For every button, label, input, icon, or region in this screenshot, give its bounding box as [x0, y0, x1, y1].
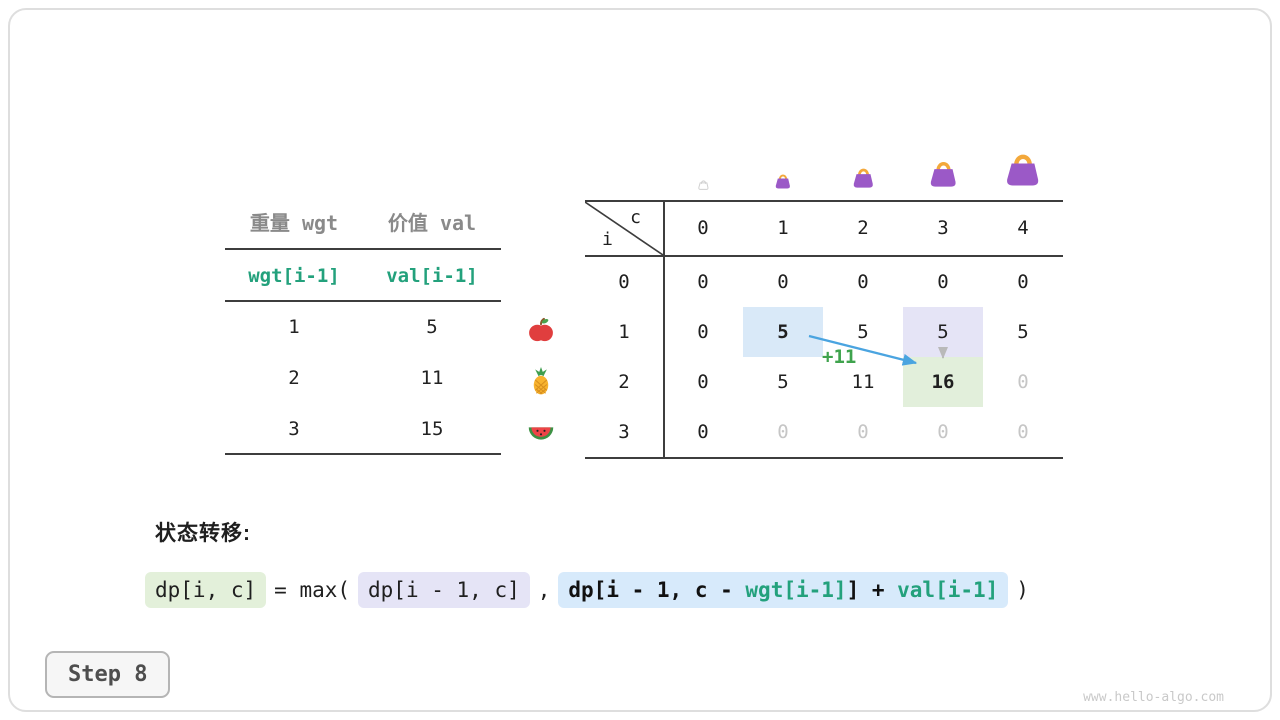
formula-equals: = max( [274, 578, 351, 602]
dp-cell-result-highlight: 16 [903, 357, 983, 407]
formula-take-wgt: wgt[i-1] [745, 578, 847, 602]
item-value: 15 [420, 418, 444, 440]
dp-row-label: 0 [618, 271, 630, 293]
items-header-weight: 重量 wgt [249, 211, 339, 235]
main-card: 重量 wgt 价值 val wgt[i-1] val[i-1] 1 5 2 11… [8, 8, 1272, 712]
dp-row-0: 0 0 0 0 0 0 [585, 257, 1063, 307]
dp-cell: 0 [937, 421, 949, 443]
items-row-2: 2 11 [225, 353, 501, 404]
items-row-1: 1 5 [225, 302, 501, 353]
corner-row-var: i [602, 229, 613, 250]
items-table: 重量 wgt 价值 val wgt[i-1] val[i-1] 1 5 2 11… [225, 196, 501, 455]
dp-cell: 5 [857, 321, 869, 343]
dp-cell: 5 [1017, 321, 1029, 343]
dp-cell: 0 [937, 271, 949, 293]
dp-col-header-0: 0 [697, 217, 709, 239]
item-value: 11 [420, 367, 444, 389]
dp-cell: 11 [851, 371, 875, 393]
bag-icon-capacity-1 [775, 174, 790, 189]
dp-row-3: 3 0 0 0 0 0 [585, 407, 1063, 457]
formula-take-mid: ] + [846, 578, 898, 602]
formula-take-prefix: dp[i - 1, c - [568, 578, 746, 602]
dp-row-label: 1 [618, 321, 630, 343]
dp-cell-above-highlight: 5 [903, 307, 983, 357]
dp-header-row: c i 0 1 2 3 4 [585, 202, 1063, 257]
dp-cell: 0 [1017, 421, 1029, 443]
dp-row-label: 3 [618, 421, 630, 443]
watermark: www.hello-algo.com [1083, 690, 1224, 705]
dp-cell: 0 [777, 271, 789, 293]
dp-cell: 0 [697, 421, 709, 443]
apple-icon [529, 317, 553, 342]
dp-corner-cell: c i [585, 202, 663, 255]
dp-cell: 0 [697, 271, 709, 293]
dp-cell: 0 [697, 321, 709, 343]
formula-option-take: dp[i - 1, c - wgt[i-1]] + val[i-1] [558, 572, 1009, 608]
bag-icon-capacity-0 [698, 180, 709, 190]
bag-icon-capacity-4 [1007, 154, 1039, 186]
dp-cell: 0 [857, 271, 869, 293]
dp-col-header-1: 1 [777, 217, 789, 239]
watermelon-icon [528, 427, 554, 440]
item-weight: 2 [288, 367, 300, 389]
dp-cell: 5 [777, 371, 789, 393]
bag-icon-capacity-3 [930, 162, 956, 187]
formula-lhs: dp[i, c] [145, 572, 267, 608]
formula-comma: , [537, 578, 551, 602]
dp-row-label: 2 [618, 371, 630, 393]
step-badge: Step 8 [45, 651, 171, 698]
item-value: 5 [426, 316, 438, 338]
items-table-header: 重量 wgt 价值 val [225, 196, 501, 250]
item-weight: 1 [288, 316, 300, 338]
corner-diagonal-line [585, 202, 663, 255]
bag-icon-capacity-2 [853, 168, 873, 188]
dp-row-2: 2 0 5 11 16 0 [585, 357, 1063, 407]
dp-cell: 0 [1017, 271, 1029, 293]
formula-close-paren: ) [1016, 578, 1029, 602]
dp-cell: 0 [1017, 371, 1029, 393]
dp-col-header-2: 2 [857, 217, 869, 239]
item-weight: 3 [288, 418, 300, 440]
dp-col-header-4: 4 [1017, 217, 1029, 239]
pineapple-icon [533, 367, 549, 395]
dp-col-header-3: 3 [937, 217, 949, 239]
transition-heading: 状态转移: [155, 522, 251, 545]
corner-col-var: c [630, 207, 641, 228]
dp-table-vertical-line [663, 202, 665, 457]
items-header-value: 价值 val [387, 211, 477, 235]
dp-cell: 0 [697, 371, 709, 393]
items-table-formula-row: wgt[i-1] val[i-1] [225, 250, 501, 302]
arrow-value-label: +11 [822, 346, 857, 368]
formula-take-val: val[i-1] [897, 578, 999, 602]
dp-cell-source-highlight: 5 [743, 307, 823, 357]
items-formula-wgt: wgt[i-1] [248, 265, 340, 287]
formula-option-keep: dp[i - 1, c] [358, 572, 530, 608]
transition-formula: dp[i, c] = max( dp[i - 1, c] , dp[i - 1,… [145, 572, 1037, 608]
dp-cell: 0 [857, 421, 869, 443]
items-formula-val: val[i-1] [386, 265, 478, 287]
dp-cell: 0 [777, 421, 789, 443]
dp-row-1: 1 0 5 5 5 5 [585, 307, 1063, 357]
items-row-3: 3 15 [225, 404, 501, 455]
dp-table: c i 0 1 2 3 4 0 0 0 0 0 0 1 0 5 5 5 5 2 … [585, 200, 1063, 459]
